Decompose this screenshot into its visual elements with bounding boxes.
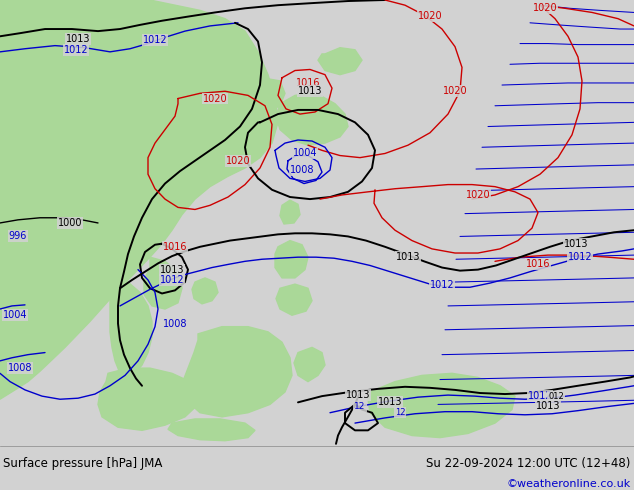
Text: 1012: 1012: [567, 252, 592, 262]
Text: 1013: 1013: [564, 239, 588, 249]
Polygon shape: [98, 368, 198, 430]
Text: 1013: 1013: [378, 397, 402, 407]
Polygon shape: [182, 327, 292, 417]
Text: 1016: 1016: [295, 78, 320, 88]
Text: 1012: 1012: [143, 35, 167, 46]
Text: 1004: 1004: [3, 310, 27, 320]
Polygon shape: [144, 257, 182, 309]
Text: 12: 12: [395, 408, 405, 417]
Polygon shape: [368, 373, 515, 438]
Text: 1013: 1013: [346, 390, 370, 400]
Text: 1016: 1016: [163, 242, 187, 252]
Polygon shape: [294, 347, 325, 382]
Text: 1016: 1016: [526, 259, 550, 270]
Polygon shape: [318, 48, 362, 74]
Polygon shape: [248, 79, 285, 112]
Text: 1012: 1012: [63, 45, 88, 55]
Text: 1012: 1012: [527, 391, 552, 401]
Text: 1000: 1000: [58, 218, 82, 228]
Polygon shape: [276, 284, 312, 315]
Text: 1012: 1012: [160, 275, 184, 285]
Polygon shape: [276, 93, 348, 145]
Text: 1013: 1013: [66, 34, 90, 45]
Text: 012: 012: [548, 392, 564, 401]
Text: 1020: 1020: [443, 86, 467, 96]
Text: 1012: 1012: [430, 280, 455, 290]
Text: 1008: 1008: [8, 363, 32, 373]
Text: 1020: 1020: [418, 11, 443, 21]
Text: Su 22-09-2024 12:00 UTC (12+48): Su 22-09-2024 12:00 UTC (12+48): [427, 457, 631, 469]
Text: 12: 12: [354, 402, 366, 411]
Polygon shape: [168, 419, 255, 441]
Text: 1013: 1013: [396, 252, 420, 262]
Text: Surface pressure [hPa] JMA: Surface pressure [hPa] JMA: [3, 457, 162, 469]
Text: ©weatheronline.co.uk: ©weatheronline.co.uk: [507, 479, 631, 489]
Text: 1020: 1020: [466, 190, 490, 200]
Text: 1013: 1013: [536, 401, 560, 412]
Text: 1008: 1008: [290, 165, 314, 175]
Text: 1020: 1020: [203, 94, 228, 103]
Text: 1020: 1020: [533, 3, 557, 13]
Polygon shape: [192, 278, 218, 304]
Text: 1013: 1013: [160, 265, 184, 274]
Text: 1013: 1013: [298, 86, 322, 96]
Polygon shape: [275, 241, 308, 278]
Polygon shape: [110, 280, 152, 378]
Text: 1004: 1004: [293, 148, 317, 158]
Polygon shape: [280, 200, 300, 224]
Polygon shape: [0, 0, 278, 399]
Text: 996: 996: [9, 231, 27, 242]
Text: 1008: 1008: [163, 318, 187, 328]
Text: 1020: 1020: [226, 156, 250, 166]
